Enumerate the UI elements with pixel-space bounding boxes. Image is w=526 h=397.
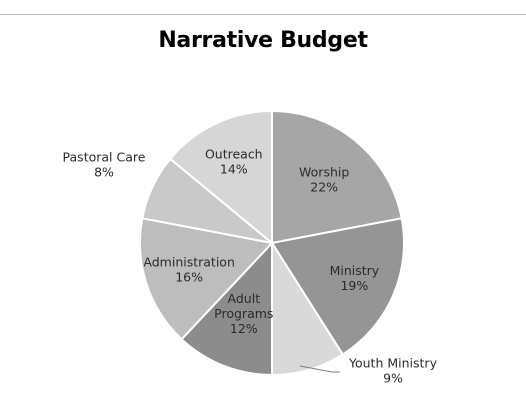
chart-title: Narrative Budget	[158, 28, 368, 53]
slice-label-administration: Administration 16%	[143, 254, 234, 284]
pie-slices	[139, 109, 405, 377]
slice-label-pastoral-care: Pastoral Care 8%	[63, 150, 146, 180]
top-divider	[0, 14, 526, 15]
slice-label-youth-ministry: Youth Ministry 9%	[348, 356, 438, 386]
slice-label-worship: Worship 22%	[299, 164, 349, 194]
leader-line-youth-ministry	[299, 365, 340, 373]
pie-slice-outreach	[168, 109, 273, 246]
slice-label-outreach: Outreach 14%	[205, 146, 263, 176]
pie-slice-administration	[139, 217, 274, 341]
pie-slice-worship	[271, 109, 403, 245]
pie-slice-ministry	[270, 217, 405, 356]
slice-label-ministry: Ministry 19%	[330, 263, 380, 293]
pie-slice-adult-programs	[180, 240, 273, 377]
slice-label-adult-programs: Adult Programs 12%	[214, 291, 273, 336]
leader-lines	[299, 365, 340, 373]
pie-labels: Worship 22% Ministry 19% Youth Ministry 9% Adu…	[63, 146, 438, 385]
